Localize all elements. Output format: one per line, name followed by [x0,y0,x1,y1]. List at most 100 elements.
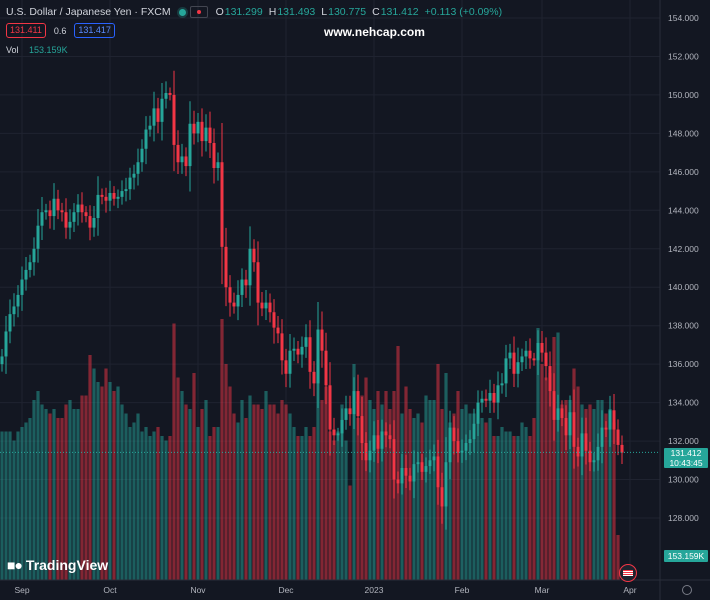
high-value: 131.493 [277,6,316,18]
candle-body [260,302,264,309]
volume-bar [564,400,568,580]
gear-icon[interactable] [682,585,692,595]
us-flag-icon[interactable] [619,564,637,582]
candle-body [168,93,172,95]
candle-body [28,262,32,270]
candle-body [336,433,340,436]
open-key: O [215,6,224,18]
volume-bar [308,436,312,580]
candle-body [232,302,236,307]
volume-bar [428,400,432,580]
candle-body [360,416,364,443]
time-axis: Sep Oct Nov Dec 2023 Feb Mar Apr [0,579,710,595]
candle-body [520,356,524,363]
price-tick-label: 142.000 [668,244,699,254]
candle-body [84,212,88,217]
candle-body [444,462,448,507]
volume-bar [384,391,388,580]
candle-body [556,408,560,420]
symbol-title[interactable]: U.S. Dollar / Japanese Yen · FXCM [6,6,171,18]
volume-label: Vol [6,45,19,55]
volume-bar [0,431,4,580]
volume-bar [76,409,80,580]
candle-body [356,391,360,417]
candle-body [148,125,152,130]
low-key: L [321,6,328,18]
volume-legend[interactable]: Vol 153.159K [6,45,68,55]
volume-bar [12,440,16,580]
candle-body [468,439,472,443]
candle-body [312,371,316,384]
volume-bar [572,368,576,580]
candle-body [56,198,60,211]
candle-body [144,129,148,149]
volume-bar [364,377,368,580]
volume-bar [600,400,604,580]
candle-body [432,456,436,461]
volume-bar [376,391,380,580]
candle-body [540,343,544,353]
volume-bar [568,400,572,580]
price-axis: 128.000 130.000 132.000 134.000 136.000 138.0… [659,0,699,600]
spread-value: 0.6 [53,25,67,36]
eye-icon[interactable] [189,6,208,18]
candle-body [440,487,444,507]
volume-bar [604,413,608,580]
volume-bar [72,409,76,580]
price-tick-label: 132.000 [668,436,699,446]
tradingview-logo-icon: ■● [7,557,23,573]
volume-bar [492,436,496,580]
volume-bar [244,418,248,580]
candle-body [228,287,232,303]
candle-body [604,427,608,430]
volume-bar [52,409,56,580]
candle-body [400,468,404,484]
volume-bar [256,404,260,580]
candle-body [492,393,496,403]
candle-body [564,418,568,436]
candle-body [404,468,408,476]
open-value: 131.299 [224,6,263,18]
sell-button[interactable]: 131.411 [6,23,46,38]
volume-bar [340,404,344,580]
close-key: C [372,6,380,18]
candle-body [364,443,368,461]
volume-bar [512,436,516,580]
candle-body [376,435,380,449]
candle-body [620,444,624,453]
volume-bar [16,431,20,580]
candle-body [24,269,28,280]
candle-body [596,446,600,461]
candle-body [296,348,300,355]
candle-body [252,248,256,263]
candle-body [176,144,180,163]
candle-body [580,433,584,457]
candle-body [208,127,212,143]
candle-body [36,225,40,249]
volume-bar [264,391,268,580]
candle-body [544,352,548,367]
volume-bar [316,359,320,580]
volume-bar [360,395,364,580]
tradingview-logo[interactable]: ■● TradingView [7,557,108,573]
volume-bar [152,431,156,580]
volume-bar [300,436,304,580]
price-tick-label: 140.000 [668,282,699,292]
candle-body [584,433,588,451]
volume-bar [312,427,316,580]
candle-body [340,419,344,434]
candle-body [8,314,12,332]
candle-body [40,212,44,226]
price-tick-label: 128.000 [668,513,699,523]
volume-bar [336,431,340,580]
candle-body [392,439,396,480]
last-price-value: 131.412 [670,448,702,458]
candle-body [284,360,288,374]
candle-body [608,410,612,430]
volume-bar [520,422,524,580]
volume-bar [304,427,308,580]
volume-bar [516,436,520,580]
volume-bar [192,373,196,580]
buy-button[interactable]: 131.417 [74,23,115,38]
